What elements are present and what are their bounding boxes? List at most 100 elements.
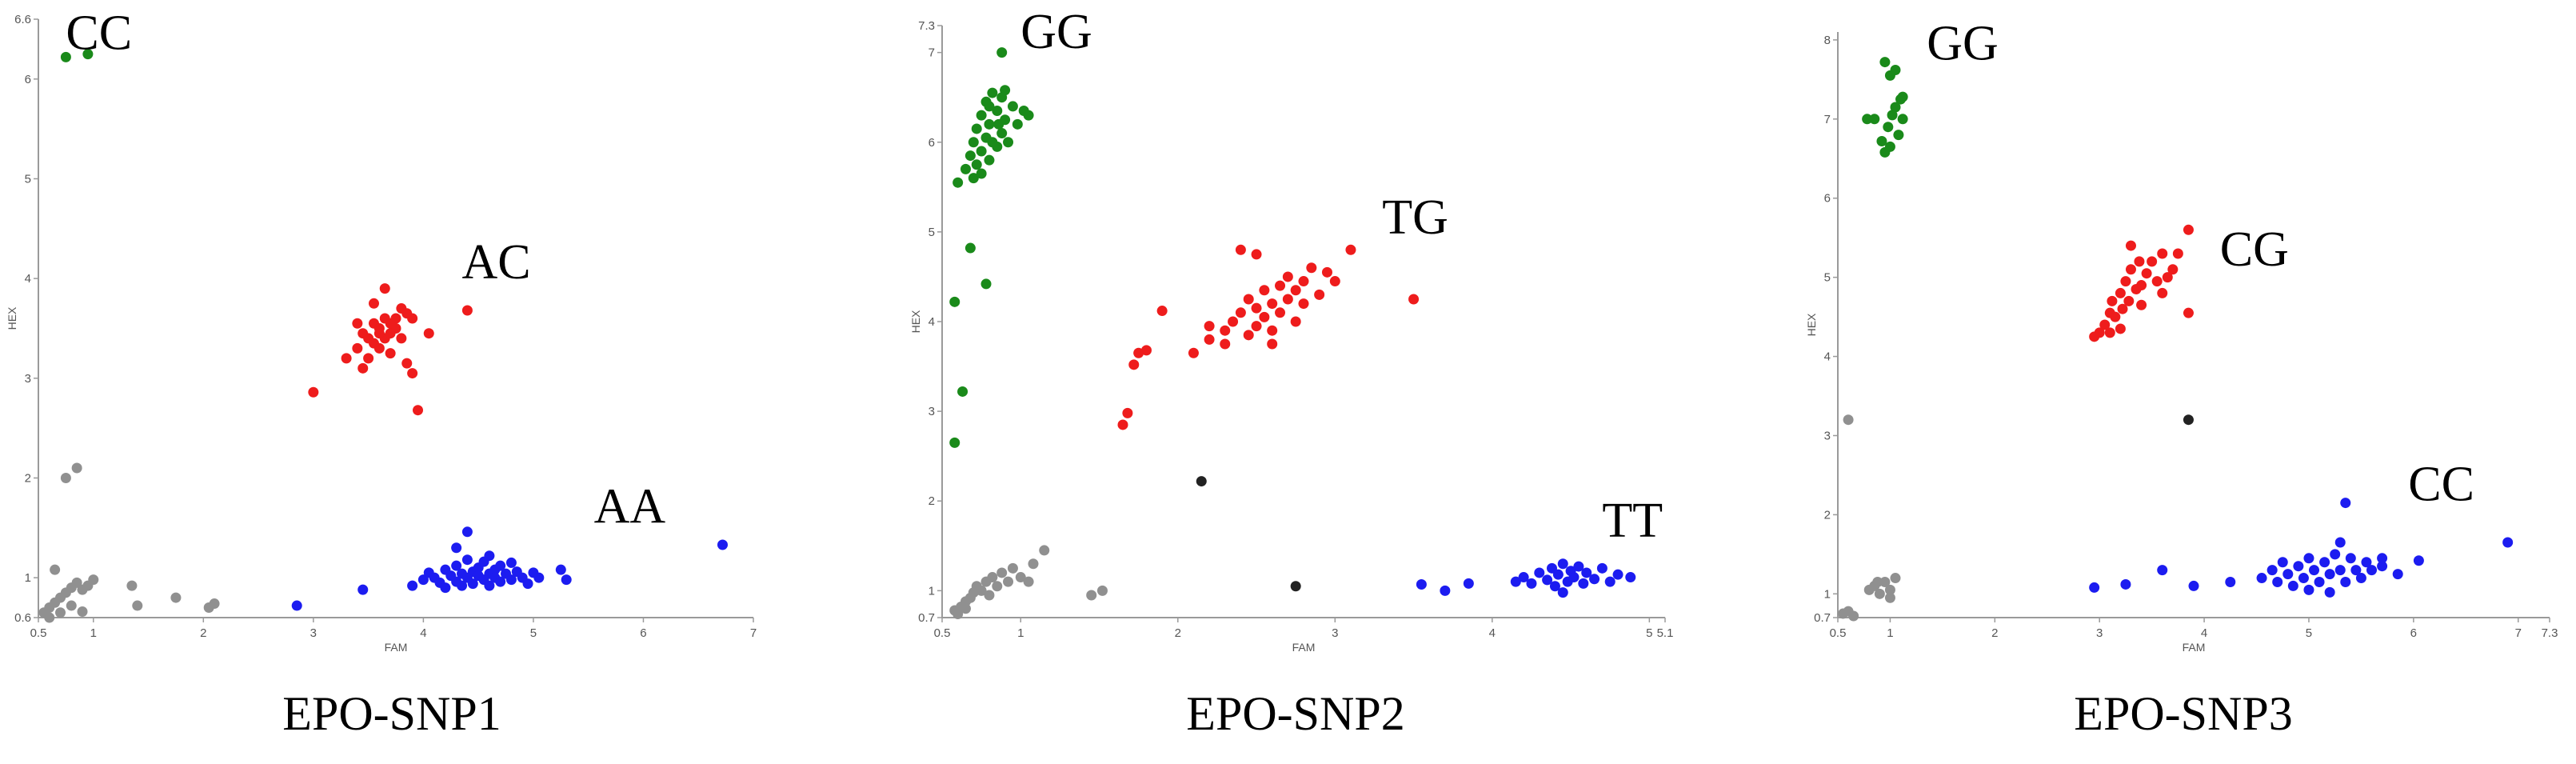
data-point [1604, 576, 1615, 587]
data-point [1251, 302, 1262, 314]
cluster-gray [1838, 414, 1901, 622]
data-point [341, 353, 352, 364]
data-point [2134, 256, 2145, 267]
x-axis-title: FAM [1292, 641, 1316, 654]
cluster-aa [291, 526, 728, 611]
data-point [1122, 407, 1133, 418]
y-tick-label: 0.7 [918, 611, 935, 625]
cluster-cg [2089, 224, 2194, 342]
x-tick-label: 2 [1175, 626, 1181, 640]
data-point [2089, 582, 2100, 593]
data-point [2120, 276, 2131, 287]
data-point [2303, 553, 2314, 564]
data-point [957, 386, 968, 397]
data-point [2183, 307, 2194, 318]
data-point [1534, 567, 1545, 578]
data-point [2104, 327, 2115, 338]
data-point [2256, 573, 2267, 584]
data-point [1884, 592, 1895, 603]
y-tick-label: 3 [25, 372, 31, 386]
cluster-ac [308, 283, 473, 416]
data-point [461, 554, 473, 566]
data-point [1581, 567, 1592, 578]
data-point [379, 283, 390, 294]
x-tick-label: 0.5 [30, 626, 47, 640]
data-point [1220, 338, 1231, 350]
data-point [1086, 590, 1097, 601]
data-point [1306, 262, 1317, 274]
data-point [1196, 476, 1207, 487]
data-point [2377, 553, 2388, 564]
data-point [1573, 561, 1584, 572]
data-point [2377, 561, 2388, 572]
data-point [2324, 586, 2335, 598]
data-point [949, 437, 961, 448]
y-tick-label: 5 [929, 226, 935, 239]
x-tick-label: 2 [200, 626, 206, 640]
data-point [170, 592, 182, 603]
data-point [1848, 610, 1859, 622]
data-point [1298, 276, 1309, 287]
data-point [423, 328, 434, 339]
x-tick-label: 0.5 [934, 626, 951, 640]
data-point [363, 353, 374, 364]
data-point [976, 585, 987, 596]
data-point [2287, 580, 2298, 591]
data-point [965, 150, 976, 162]
data-point [2157, 565, 2168, 576]
data-point [1897, 91, 1908, 102]
data-point [2324, 569, 2335, 580]
x-axis-title: FAM [385, 641, 408, 654]
cluster-label: CC [66, 6, 132, 60]
x-tick-label: 5 [530, 626, 537, 640]
data-point [1015, 572, 1026, 583]
data-point [1028, 558, 1039, 570]
data-point [1039, 545, 1050, 556]
data-point [357, 362, 369, 374]
data-point [2502, 537, 2514, 548]
x-tick-label: 3 [1332, 626, 1338, 640]
y-tick-label: 6 [929, 136, 935, 150]
data-point [1012, 118, 1023, 130]
data-point [1549, 581, 1560, 592]
data-point [1408, 294, 1420, 305]
data-point [1023, 110, 1034, 121]
data-point [2147, 256, 2158, 267]
data-point [1518, 572, 1529, 583]
data-point [2413, 555, 2424, 566]
y-tick-label: 4 [1824, 350, 1831, 364]
data-point [2293, 561, 2304, 572]
data-point [2151, 276, 2163, 287]
data-point [505, 574, 517, 586]
cluster-tg [1117, 244, 1420, 430]
data-point [1204, 321, 1215, 332]
data-point [965, 242, 976, 254]
y-tick-label: 6 [25, 73, 31, 86]
cluster-gray [38, 462, 220, 623]
data-point [1298, 298, 1309, 310]
data-point [2188, 580, 2199, 591]
y-tick-label: 0.6 [14, 611, 31, 625]
cluster-label: TT [1602, 494, 1663, 548]
data-point [407, 368, 418, 379]
data-point [1096, 585, 1108, 596]
data-point [1884, 584, 1895, 595]
data-point [984, 118, 995, 130]
data-point [1204, 334, 1215, 345]
data-point [522, 578, 533, 590]
data-point [88, 574, 99, 586]
x-tick-label: 5 [2306, 626, 2312, 640]
data-point [960, 163, 971, 174]
data-point [1243, 330, 1254, 341]
data-point [968, 137, 979, 148]
data-point [1267, 325, 1278, 336]
data-point [996, 567, 1008, 578]
data-point [77, 606, 88, 618]
data-point [1879, 576, 1891, 587]
data-point [2183, 224, 2194, 235]
data-point [396, 333, 407, 344]
data-point [505, 557, 517, 568]
y-tick-label: 7 [929, 46, 935, 60]
data-point [2361, 557, 2372, 568]
